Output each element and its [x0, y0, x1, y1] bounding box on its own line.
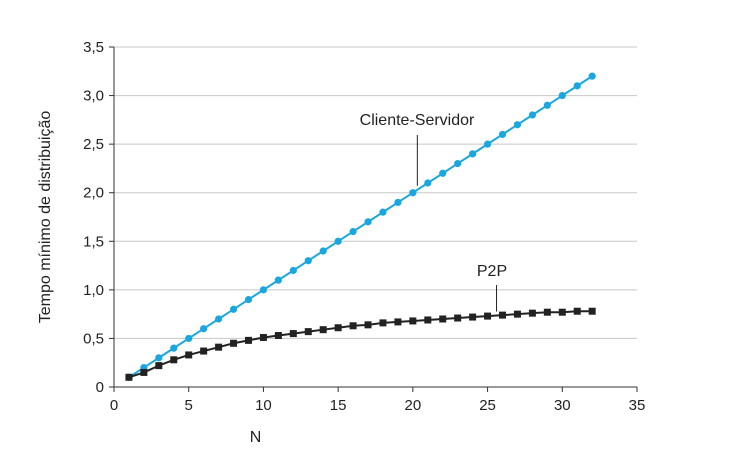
data-point	[334, 324, 342, 332]
data-point	[573, 82, 581, 90]
data-point	[484, 312, 492, 320]
data-point	[319, 247, 327, 255]
x-tick-label: 15	[330, 397, 347, 414]
data-point	[349, 227, 357, 236]
data-point	[364, 218, 372, 226]
data-point	[439, 169, 447, 177]
series-line	[128, 310, 593, 379]
x-tick-label: 20	[405, 397, 422, 414]
y-axis-ticks: 0 0,5 1,0 1,5 2,0 2,5 3,0 3,5	[83, 39, 114, 396]
data-point	[409, 317, 417, 325]
data-point	[558, 308, 566, 316]
data-point	[364, 321, 372, 329]
data-point	[513, 310, 521, 318]
x-tick-label: 5	[185, 397, 193, 414]
data-point	[215, 343, 223, 351]
data-point	[200, 325, 208, 333]
data-point	[469, 313, 477, 321]
data-point	[424, 316, 432, 324]
y-tick-label: 3,5	[83, 39, 104, 56]
data-point	[304, 257, 312, 265]
data-point	[244, 336, 252, 344]
data-point	[274, 332, 282, 340]
data-point	[185, 351, 193, 359]
data-point	[334, 237, 342, 245]
data-point	[528, 111, 537, 119]
data-point	[498, 130, 507, 139]
x-tick-label: 30	[554, 397, 571, 414]
data-point	[439, 315, 447, 323]
y-tick-label: 1,5	[83, 233, 104, 250]
annotation-client-server: Cliente-Servidor	[360, 112, 475, 129]
data-point	[215, 315, 223, 323]
y-tick-label: 0,5	[83, 330, 104, 347]
data-point	[200, 347, 208, 355]
data-point	[394, 318, 402, 326]
data-point	[170, 356, 178, 364]
data-point	[289, 266, 297, 275]
annotation-p2p: P2P	[477, 263, 507, 280]
data-point	[379, 319, 387, 327]
data-point	[259, 286, 268, 294]
data-point	[140, 368, 148, 376]
data-point	[588, 307, 596, 315]
data-point	[588, 72, 596, 80]
y-tick-label: 2,0	[83, 185, 104, 202]
y-tick-label: 2,5	[83, 136, 104, 153]
data-point	[454, 314, 462, 322]
y-tick-label: 0	[96, 379, 104, 396]
y-tick-label: 3,0	[83, 88, 104, 105]
x-tick-label: 0	[110, 397, 118, 414]
data-point	[185, 334, 193, 343]
axes	[113, 47, 637, 388]
data-point	[483, 140, 492, 148]
data-point	[469, 150, 477, 158]
data-point	[274, 276, 282, 284]
x-tick-label: 35	[629, 397, 646, 414]
y-axis-title: Tempo mínimo de distribuição	[37, 111, 54, 324]
data-point	[424, 179, 432, 187]
data-point	[155, 362, 163, 370]
grid-lines	[114, 46, 637, 339]
data-point	[170, 344, 178, 352]
data-point	[319, 326, 327, 334]
data-point	[304, 328, 312, 336]
y-tick-label: 1,0	[83, 282, 104, 299]
data-point	[558, 91, 566, 100]
data-point	[125, 373, 133, 381]
data-point	[259, 333, 267, 341]
data-point	[289, 330, 297, 338]
x-tick-label: 25	[479, 397, 496, 414]
data-point	[513, 121, 522, 129]
data-point	[528, 309, 536, 317]
data-point	[499, 311, 507, 319]
annotations: Cliente-Servidor P2P	[360, 112, 507, 312]
data-point	[349, 322, 357, 330]
series-group	[125, 72, 596, 381]
data-point	[394, 198, 402, 207]
data-point	[230, 339, 238, 347]
x-axis-title: N	[250, 429, 262, 446]
x-tick-label: 10	[255, 397, 272, 414]
data-point	[244, 295, 253, 304]
data-point	[543, 308, 551, 316]
data-point	[379, 208, 387, 216]
data-point	[454, 159, 462, 168]
data-point	[229, 305, 238, 313]
data-point	[543, 101, 551, 109]
data-point	[573, 307, 581, 315]
data-point	[409, 189, 417, 197]
x-axis-ticks: 0 5 10 15 20 25 30 35	[110, 387, 646, 414]
data-point	[155, 354, 163, 362]
